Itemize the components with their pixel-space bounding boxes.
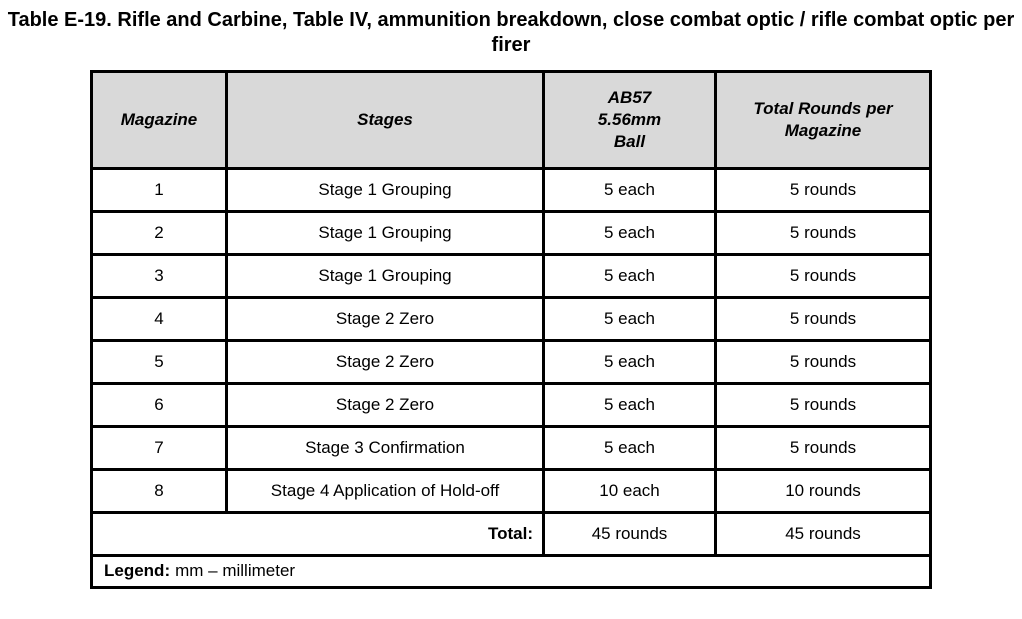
header-stages: Stages <box>225 69 545 170</box>
total-row: Total: 45 rounds 45 rounds <box>90 510 932 557</box>
magazine-cell: 6 <box>90 381 228 428</box>
magazine-cell: 4 <box>90 295 228 342</box>
table-row: 7 Stage 3 Confirmation 5 each 5 rounds <box>90 424 932 471</box>
ab57-cell: 5 each <box>542 295 717 342</box>
header-magazine: Magazine <box>90 69 228 170</box>
magazine-cell: 1 <box>90 166 228 213</box>
ab57-cell: 10 each <box>542 467 717 514</box>
stage-cell: Stage 2 Zero <box>225 381 545 428</box>
magazine-cell: 3 <box>90 252 228 299</box>
header-ab57: AB57 5.56mm Ball <box>542 69 717 170</box>
ab57-cell: 5 each <box>542 252 717 299</box>
magazine-cell: 8 <box>90 467 228 514</box>
header-row: Magazine Stages AB57 5.56mm Ball Total R… <box>90 69 932 170</box>
legend-row: Legend: mm – millimeter <box>90 553 932 589</box>
legend-label: Legend: <box>104 561 171 581</box>
total-rounds-cell: 5 rounds <box>714 209 932 256</box>
header-ab57-line1: AB57 <box>607 87 652 107</box>
total-ab57-cell: 45 rounds <box>542 510 717 557</box>
magazine-cell: 7 <box>90 424 228 471</box>
table-row: 4 Stage 2 Zero 5 each 5 rounds <box>90 295 932 342</box>
stage-cell: Stage 1 Grouping <box>225 209 545 256</box>
legend-text: mm – millimeter <box>175 561 296 581</box>
header-ab57-line2: 5.56mm <box>597 109 662 129</box>
table-row: 2 Stage 1 Grouping 5 each 5 rounds <box>90 209 932 256</box>
stage-cell: Stage 4 Application of Hold-off <box>225 467 545 514</box>
ab57-cell: 5 each <box>542 424 717 471</box>
stage-cell: Stage 1 Grouping <box>225 252 545 299</box>
table-row: 1 Stage 1 Grouping 5 each 5 rounds <box>90 166 932 213</box>
table-row: 6 Stage 2 Zero 5 each 5 rounds <box>90 381 932 428</box>
table-row: 8 Stage 4 Application of Hold-off 10 eac… <box>90 467 932 514</box>
total-rounds-cell: 5 rounds <box>714 338 932 385</box>
total-rounds-cell: 5 rounds <box>714 381 932 428</box>
header-total-rounds: Total Rounds per Magazine <box>714 69 932 170</box>
total-rounds-cell: 5 rounds <box>714 166 932 213</box>
stage-cell: Stage 2 Zero <box>225 295 545 342</box>
ab57-cell: 5 each <box>542 209 717 256</box>
ammunition-breakdown-table: Magazine Stages AB57 5.56mm Ball Total R… <box>90 69 932 589</box>
ab57-cell: 5 each <box>542 381 717 428</box>
stage-cell: Stage 1 Grouping <box>225 166 545 213</box>
header-ab57-line3: Ball <box>613 131 646 151</box>
total-rounds-cell: 5 rounds <box>714 295 932 342</box>
magazine-cell: 2 <box>90 209 228 256</box>
total-rounds-cell: 10 rounds <box>714 467 932 514</box>
total-rounds-cell: 5 rounds <box>714 424 932 471</box>
stage-cell: Stage 2 Zero <box>225 338 545 385</box>
total-label-cell: Total: <box>90 510 545 557</box>
ab57-cell: 5 each <box>542 166 717 213</box>
table-row: 5 Stage 2 Zero 5 each 5 rounds <box>90 338 932 385</box>
stage-cell: Stage 3 Confirmation <box>225 424 545 471</box>
legend-cell: Legend: mm – millimeter <box>90 553 932 589</box>
ab57-cell: 5 each <box>542 338 717 385</box>
table-row: 3 Stage 1 Grouping 5 each 5 rounds <box>90 252 932 299</box>
table-caption: Table E-19. Rifle and Carbine, Table IV,… <box>7 9 1015 57</box>
total-rounds-cell: 5 rounds <box>714 252 932 299</box>
total-rounds-total-cell: 45 rounds <box>714 510 932 557</box>
magazine-cell: 5 <box>90 338 228 385</box>
